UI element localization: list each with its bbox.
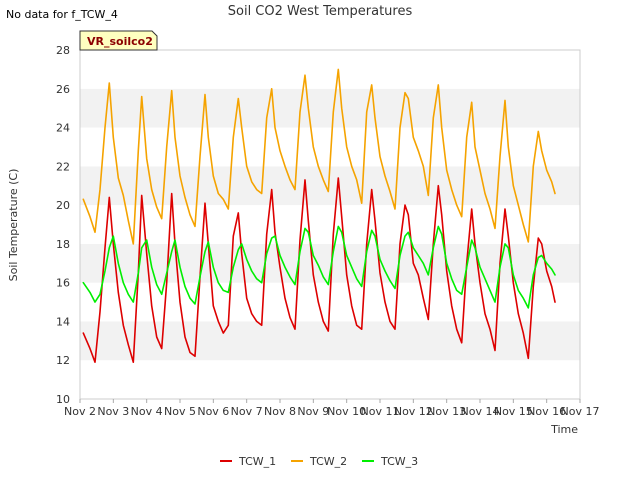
legend: TCW_1 TCW_2 TCW_3 [220, 455, 418, 468]
legend-label: TCW_1 [238, 455, 276, 468]
chart-title: Soil CO2 West Temperatures [228, 4, 413, 19]
x-tick-label: Nov 12 [394, 405, 433, 418]
y-tick-label: 26 [56, 83, 70, 96]
site-tag-box [79, 30, 158, 51]
x-tick-label: Nov 14 [461, 405, 500, 418]
x-tick-label: Nov 5 [164, 405, 196, 418]
x-tick-label: Nov 10 [327, 405, 366, 418]
x-tick-label: Nov 7 [231, 405, 263, 418]
plot-frame [79, 49, 581, 400]
x-tick-label: Nov 16 [527, 405, 566, 418]
x-tick-label: Nov 8 [264, 405, 296, 418]
series-lines [82, 68, 556, 364]
y-tick-label: 28 [56, 44, 70, 57]
series-line-tcw-1 [82, 177, 556, 364]
site-tag-label: VR_soilco2 [87, 35, 153, 48]
y-tick-label: 22 [56, 160, 70, 173]
legend-label: TCW_2 [309, 455, 347, 468]
x-tick-label: Nov 13 [427, 405, 466, 418]
series-line-tcw-3 [82, 225, 556, 309]
x-tick-label: Nov 6 [197, 405, 229, 418]
x-tick-label: Nov 4 [131, 405, 163, 418]
series-line-tcw-2 [82, 68, 556, 245]
y-axis-ticks: 10 12 14 16 18 20 22 24 26 28 [56, 44, 70, 406]
grid-band [80, 360, 580, 399]
y-tick-label: 20 [56, 199, 70, 212]
y-axis-label: Soil Temperature (C) [7, 169, 20, 282]
y-tick-label: 16 [56, 277, 70, 290]
grid-band [80, 88, 580, 128]
site-tag: VR_soilco2 [79, 30, 158, 51]
x-axis-label: Time [550, 423, 578, 436]
y-tick-label: 18 [56, 238, 70, 251]
x-tick-label: Nov 3 [97, 405, 129, 418]
x-tick-label: Nov 9 [297, 405, 329, 418]
x-tick-label: Nov 17 [561, 405, 600, 418]
x-tick-label: Nov 2 [64, 405, 96, 418]
grid-band [80, 50, 580, 89]
legend-label: TCW_3 [380, 455, 418, 468]
x-axis-ticks: Nov 2 Nov 3 Nov 4 Nov 5 Nov 6 Nov 7 Nov 8 Nov 9… [64, 399, 599, 418]
x-tick-label: Nov 11 [361, 405, 400, 418]
y-tick-label: 24 [56, 122, 70, 135]
y-tick-label: 14 [56, 315, 70, 328]
y-tick-label: 10 [56, 393, 70, 406]
no-data-note: No data for f_TCW_4 [6, 8, 118, 21]
y-tick-label: 12 [56, 354, 70, 367]
x-tick-label: Nov 15 [494, 405, 533, 418]
